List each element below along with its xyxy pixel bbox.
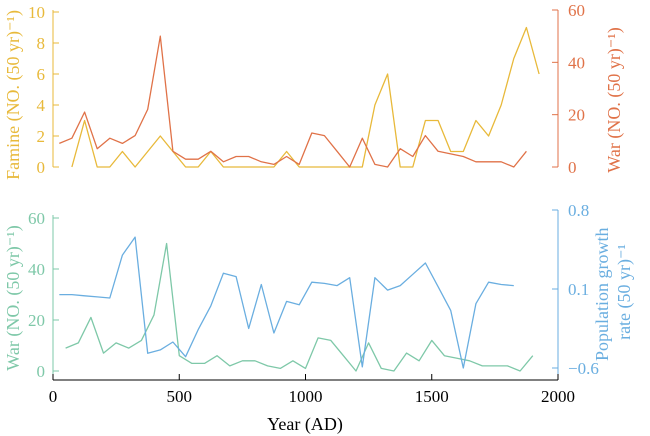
top-right-ticks: 0 20 40 60	[552, 1, 585, 177]
top-left-tick-label-4: 8	[37, 34, 46, 53]
top-series	[59, 26, 540, 168]
bottom-right-axis-label-line2: rate (50 yr)⁻¹	[614, 244, 635, 340]
x-tick-label-1: 500	[167, 387, 193, 406]
top-panel: 0 2 4 6 8 10 0 20 40 60 Famine (NO. (50 yr)⁻¹) W…	[3, 1, 625, 180]
bottom-left-tick-label-0: 0	[37, 362, 46, 381]
top-left-tick-label-3: 6	[37, 65, 46, 84]
bottom-series-1-line	[59, 236, 514, 369]
x-tick-label-4: 2000	[541, 387, 575, 406]
bottom-left-axis-label: War (NO. (50 yr)⁻¹)	[3, 225, 24, 370]
x-tick-label-2: 1000	[289, 387, 323, 406]
bottom-right-tick-label-1: 0.1	[568, 280, 589, 299]
x-tick-label-0: 0	[49, 387, 58, 406]
top-left-tick-label-0: 0	[37, 158, 46, 177]
bottom-left-tick-label-3: 60	[28, 209, 45, 228]
top-right-tick-label-0: 0	[568, 158, 577, 177]
top-right-tick-label-1: 20	[568, 106, 585, 125]
top-left-ticks: 0 2 4 6 8 10	[28, 3, 59, 177]
bottom-left-tick-label-1: 20	[28, 311, 45, 330]
bottom-right-axis-label: Population growth rate (50 yr)⁻¹	[592, 223, 635, 361]
top-left-tick-label-5: 10	[28, 3, 45, 22]
bottom-right-tick-label-0: 0.8	[568, 201, 589, 220]
top-left-axis-label: Famine (NO. (50 yr)⁻¹)	[3, 10, 24, 180]
top-series-1-line	[59, 35, 527, 168]
bottom-right-ticks: 0.8 0.1 −0.6	[552, 201, 599, 378]
top-series-0-line	[71, 26, 540, 168]
x-axis-label: Year (AD)	[267, 414, 343, 435]
top-right-tick-label-2: 40	[568, 53, 585, 72]
x-tick-label-3: 1500	[415, 387, 449, 406]
top-right-axis-label: War (NO. (50 yr)⁻¹)	[604, 27, 625, 172]
top-right-tick-label-3: 60	[568, 1, 585, 20]
bottom-right-tick-label-2: −0.6	[568, 359, 599, 378]
bottom-series-0-line	[65, 242, 534, 372]
bottom-series	[59, 236, 534, 372]
x-ticks: 0 500 1000 1500 2000	[49, 374, 575, 406]
top-left-tick-label-1: 2	[37, 127, 46, 146]
bottom-left-tick-label-2: 40	[28, 260, 45, 279]
top-left-tick-label-2: 4	[37, 96, 46, 115]
bottom-right-axis-label-line1: Population growth	[592, 228, 612, 362]
bottom-left-ticks: 0 20 40 60	[28, 209, 59, 381]
bottom-panel: 0 20 40 60 0.8 0.1 −0.6 0 500 1000 1500 2000 War …	[3, 201, 635, 435]
